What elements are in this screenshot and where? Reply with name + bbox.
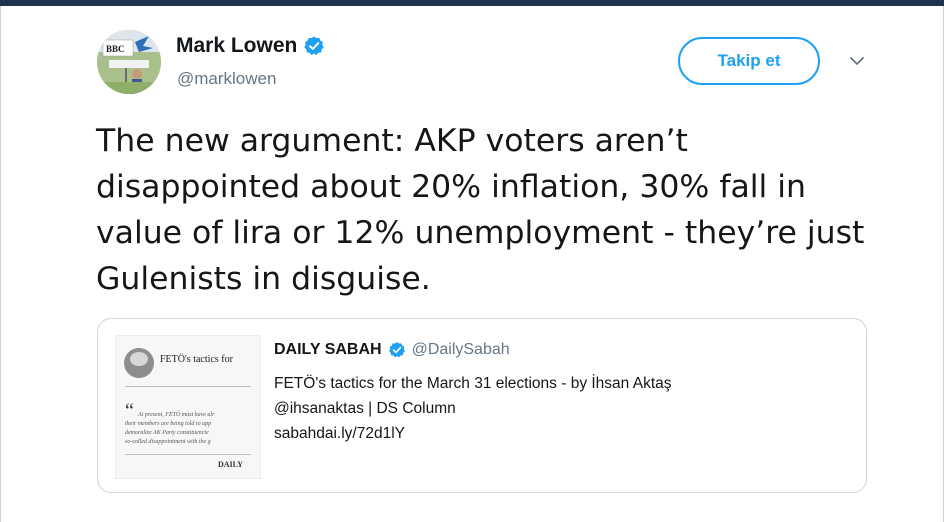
quoted-author-row: DAILY SABAH @DailySabah — [274, 341, 510, 359]
thumbnail-title: FETÖ's tactics for — [160, 354, 233, 365]
thumbnail-footer: DAILY — [218, 460, 244, 469]
quoted-tweet-card[interactable]: FETÖ's tactics for “ At present, FETÖ mu… — [97, 318, 867, 493]
thumbnail-text-line: At present, FETÖ must have alr — [138, 412, 215, 418]
author-name[interactable]: Mark Lowen — [176, 34, 298, 57]
verified-badge-icon — [388, 341, 406, 359]
thumbnail-divider — [125, 454, 251, 455]
tweet-text: The new argument: AKP voters aren’t disa… — [96, 123, 865, 297]
thumbnail-divider — [125, 386, 251, 387]
quoted-author-name[interactable]: DAILY SABAH — [274, 341, 382, 358]
quoted-tweet-text: FETÖ's tactics for the March 31 election… — [274, 371, 844, 446]
quoted-text-line: @ihsanaktas | DS Column — [274, 400, 456, 417]
thumbnail-text-line: demoralize AK Party constituencie — [125, 430, 209, 436]
quoted-text-line: FETÖ's tactics for the March 31 election… — [274, 375, 672, 392]
author-handle[interactable]: @marklowen — [177, 69, 277, 88]
thumbnail-quote-mark: “ — [125, 400, 134, 422]
author-name-row: Mark Lowen — [176, 34, 325, 58]
chevron-down-icon[interactable] — [846, 53, 868, 69]
quoted-link[interactable]: sabahdai.ly/72d1lY — [274, 425, 405, 442]
window-top-bar — [0, 0, 944, 6]
thumbnail-text-line: their members are being told to app — [125, 421, 212, 427]
verified-badge-icon — [303, 35, 325, 57]
follow-button[interactable]: Takip et — [678, 37, 820, 85]
avatar-image: BBC — [97, 30, 161, 94]
avatar-logo-text: BBC — [106, 44, 125, 54]
quoted-thumbnail: FETÖ's tactics for “ At present, FETÖ mu… — [115, 335, 261, 479]
avatar[interactable]: BBC — [97, 30, 161, 94]
frame-border-left — [0, 6, 1, 522]
quoted-author-handle[interactable]: @DailySabah — [411, 341, 510, 358]
thumbnail-portrait — [124, 348, 154, 378]
thumbnail-text-line: so-called disappointment with the g — [125, 439, 211, 445]
